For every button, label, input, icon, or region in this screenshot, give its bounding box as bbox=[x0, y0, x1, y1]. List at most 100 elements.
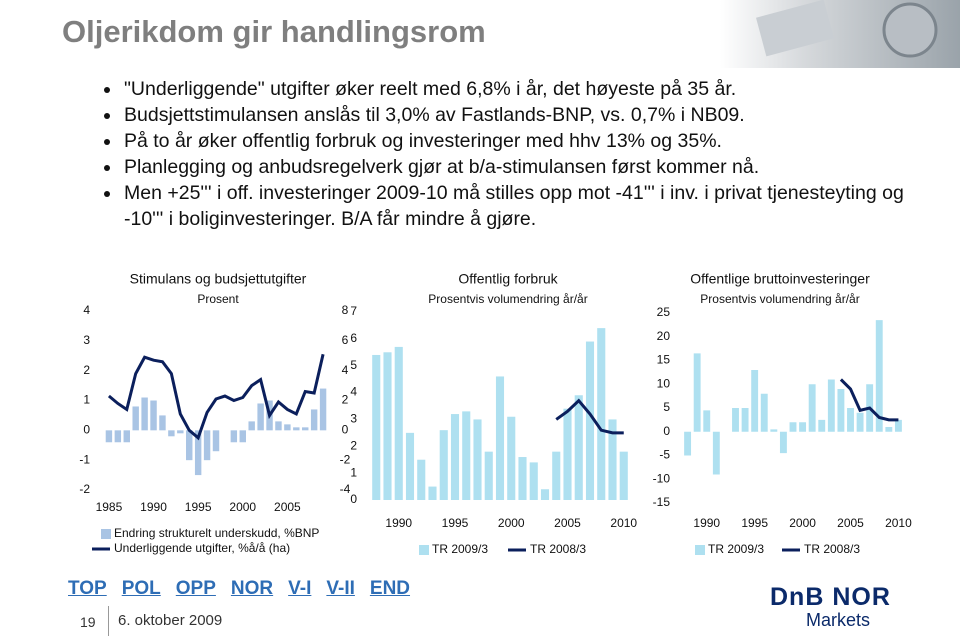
y2-tick-label: 4 bbox=[342, 363, 349, 377]
charts: Stimulans og budsjettutgifter Prosent -2 -1… bbox=[79, 271, 912, 556]
legend-label: TR 2009/3 bbox=[432, 542, 488, 556]
y-tick-label: 0 bbox=[663, 424, 670, 438]
bar bbox=[608, 419, 617, 500]
bar bbox=[405, 432, 415, 500]
x-tick-label: 2010 bbox=[610, 516, 637, 530]
bar bbox=[837, 389, 845, 432]
x-tick-label: 1985 bbox=[96, 500, 123, 514]
bar bbox=[703, 410, 711, 432]
bar bbox=[194, 430, 202, 476]
bar bbox=[808, 384, 816, 432]
bar bbox=[827, 379, 835, 432]
bar bbox=[799, 422, 807, 432]
legend-label: Underliggende utgifter, %å/å (ha) bbox=[114, 541, 290, 555]
bar bbox=[693, 353, 701, 432]
y-tick-label: 5 bbox=[350, 358, 357, 372]
bar bbox=[428, 486, 437, 500]
chart-subtitle: Prosent bbox=[197, 292, 239, 306]
y-tick-label: 20 bbox=[657, 329, 671, 343]
legend-label: TR 2009/3 bbox=[708, 542, 764, 556]
line bbox=[107, 353, 325, 441]
bar bbox=[257, 403, 264, 431]
line bbox=[555, 398, 624, 435]
bar bbox=[394, 346, 403, 500]
bar bbox=[507, 416, 516, 500]
bar bbox=[310, 409, 318, 431]
y-tick-label: 2 bbox=[83, 363, 90, 377]
y-tick-label: 1 bbox=[83, 393, 90, 407]
logo-sub: Markets bbox=[806, 610, 871, 630]
chart-title: Offentlig forbruk bbox=[458, 271, 558, 287]
header-image bbox=[720, 0, 960, 68]
nav-link[interactable]: V-II bbox=[326, 578, 355, 599]
legend-label: Endring strukturelt underskudd, %BNP bbox=[114, 526, 319, 540]
x-tick-label: 1995 bbox=[185, 500, 212, 514]
page-number: 19 bbox=[80, 614, 96, 630]
bullet-list: "Underliggende" utgifter øker reelt med … bbox=[90, 76, 942, 232]
bar bbox=[159, 415, 166, 431]
bar bbox=[473, 419, 482, 500]
bar bbox=[684, 431, 692, 456]
chart-title: Offentlige bruttoinvesteringer bbox=[690, 271, 870, 287]
nav-link[interactable]: NOR bbox=[230, 578, 274, 599]
bar bbox=[894, 419, 902, 432]
x-tick-label: 2005 bbox=[837, 516, 864, 530]
y-tick-label: 5 bbox=[663, 400, 670, 414]
y-tick-label: 0 bbox=[350, 492, 357, 506]
legend-swatch bbox=[419, 545, 429, 555]
x-tick-label: 2005 bbox=[274, 500, 301, 514]
nav-bar: TOP POL OPP NOR V-I V-II END bbox=[68, 578, 425, 600]
nav-link[interactable]: POL bbox=[121, 578, 161, 599]
bar bbox=[284, 424, 291, 431]
bar bbox=[741, 408, 749, 432]
x-tick-label: 2000 bbox=[789, 516, 816, 530]
bar bbox=[574, 395, 583, 500]
legend-label: TR 2008/3 bbox=[804, 542, 860, 556]
chart-title: Stimulans og budsjettutgifter bbox=[130, 271, 307, 287]
nav-link[interactable]: OPP bbox=[175, 578, 216, 599]
bar bbox=[203, 430, 211, 461]
y-tick-label: 3 bbox=[350, 412, 357, 426]
nav-link[interactable]: TOP bbox=[68, 578, 107, 599]
separator bbox=[108, 606, 109, 636]
bar bbox=[248, 421, 255, 431]
y-tick-label: 25 bbox=[657, 305, 671, 319]
bar bbox=[779, 431, 787, 454]
x-tick-label: 2005 bbox=[554, 516, 581, 530]
legend-swatch bbox=[101, 529, 111, 539]
bar bbox=[230, 430, 238, 443]
bar bbox=[186, 430, 193, 461]
x-tick-label: 2010 bbox=[885, 516, 912, 530]
bar bbox=[450, 414, 460, 500]
logo-name: DnB NOR bbox=[770, 583, 891, 611]
nav-link[interactable]: END bbox=[369, 578, 411, 599]
bar bbox=[417, 459, 426, 500]
chart-subtitle: Prosentvis volumendring år/år bbox=[700, 292, 859, 306]
bar bbox=[462, 411, 471, 500]
bar bbox=[168, 430, 175, 437]
bar bbox=[885, 427, 893, 432]
bar bbox=[563, 408, 572, 500]
y-tick-label: 3 bbox=[83, 333, 90, 347]
x-tick-label: 1990 bbox=[385, 516, 412, 530]
bullet: Budsjettstimulansen anslås til 3,0% av F… bbox=[122, 102, 942, 128]
bar bbox=[275, 421, 282, 431]
y-tick-label: 4 bbox=[83, 303, 90, 317]
y-tick-label: -2 bbox=[79, 482, 90, 496]
bar bbox=[818, 419, 826, 432]
bar bbox=[518, 457, 527, 500]
bar bbox=[177, 430, 184, 434]
x-tick-label: 1990 bbox=[693, 516, 720, 530]
bar bbox=[114, 430, 122, 443]
bar bbox=[293, 427, 300, 431]
bar bbox=[372, 354, 381, 500]
bullet: "Underliggende" utgifter øker reelt med … bbox=[122, 76, 942, 102]
nav-link[interactable]: V-I bbox=[288, 578, 312, 599]
bullet: Planlegging og anbudsregelverk gjør at b… bbox=[122, 154, 942, 180]
y-tick-label: -1 bbox=[79, 452, 90, 466]
bar bbox=[875, 320, 883, 432]
y-tick-label: -10 bbox=[653, 471, 671, 485]
legend-swatch bbox=[695, 545, 705, 555]
slide-title: Oljerikdom gir handlingsrom bbox=[62, 14, 486, 49]
